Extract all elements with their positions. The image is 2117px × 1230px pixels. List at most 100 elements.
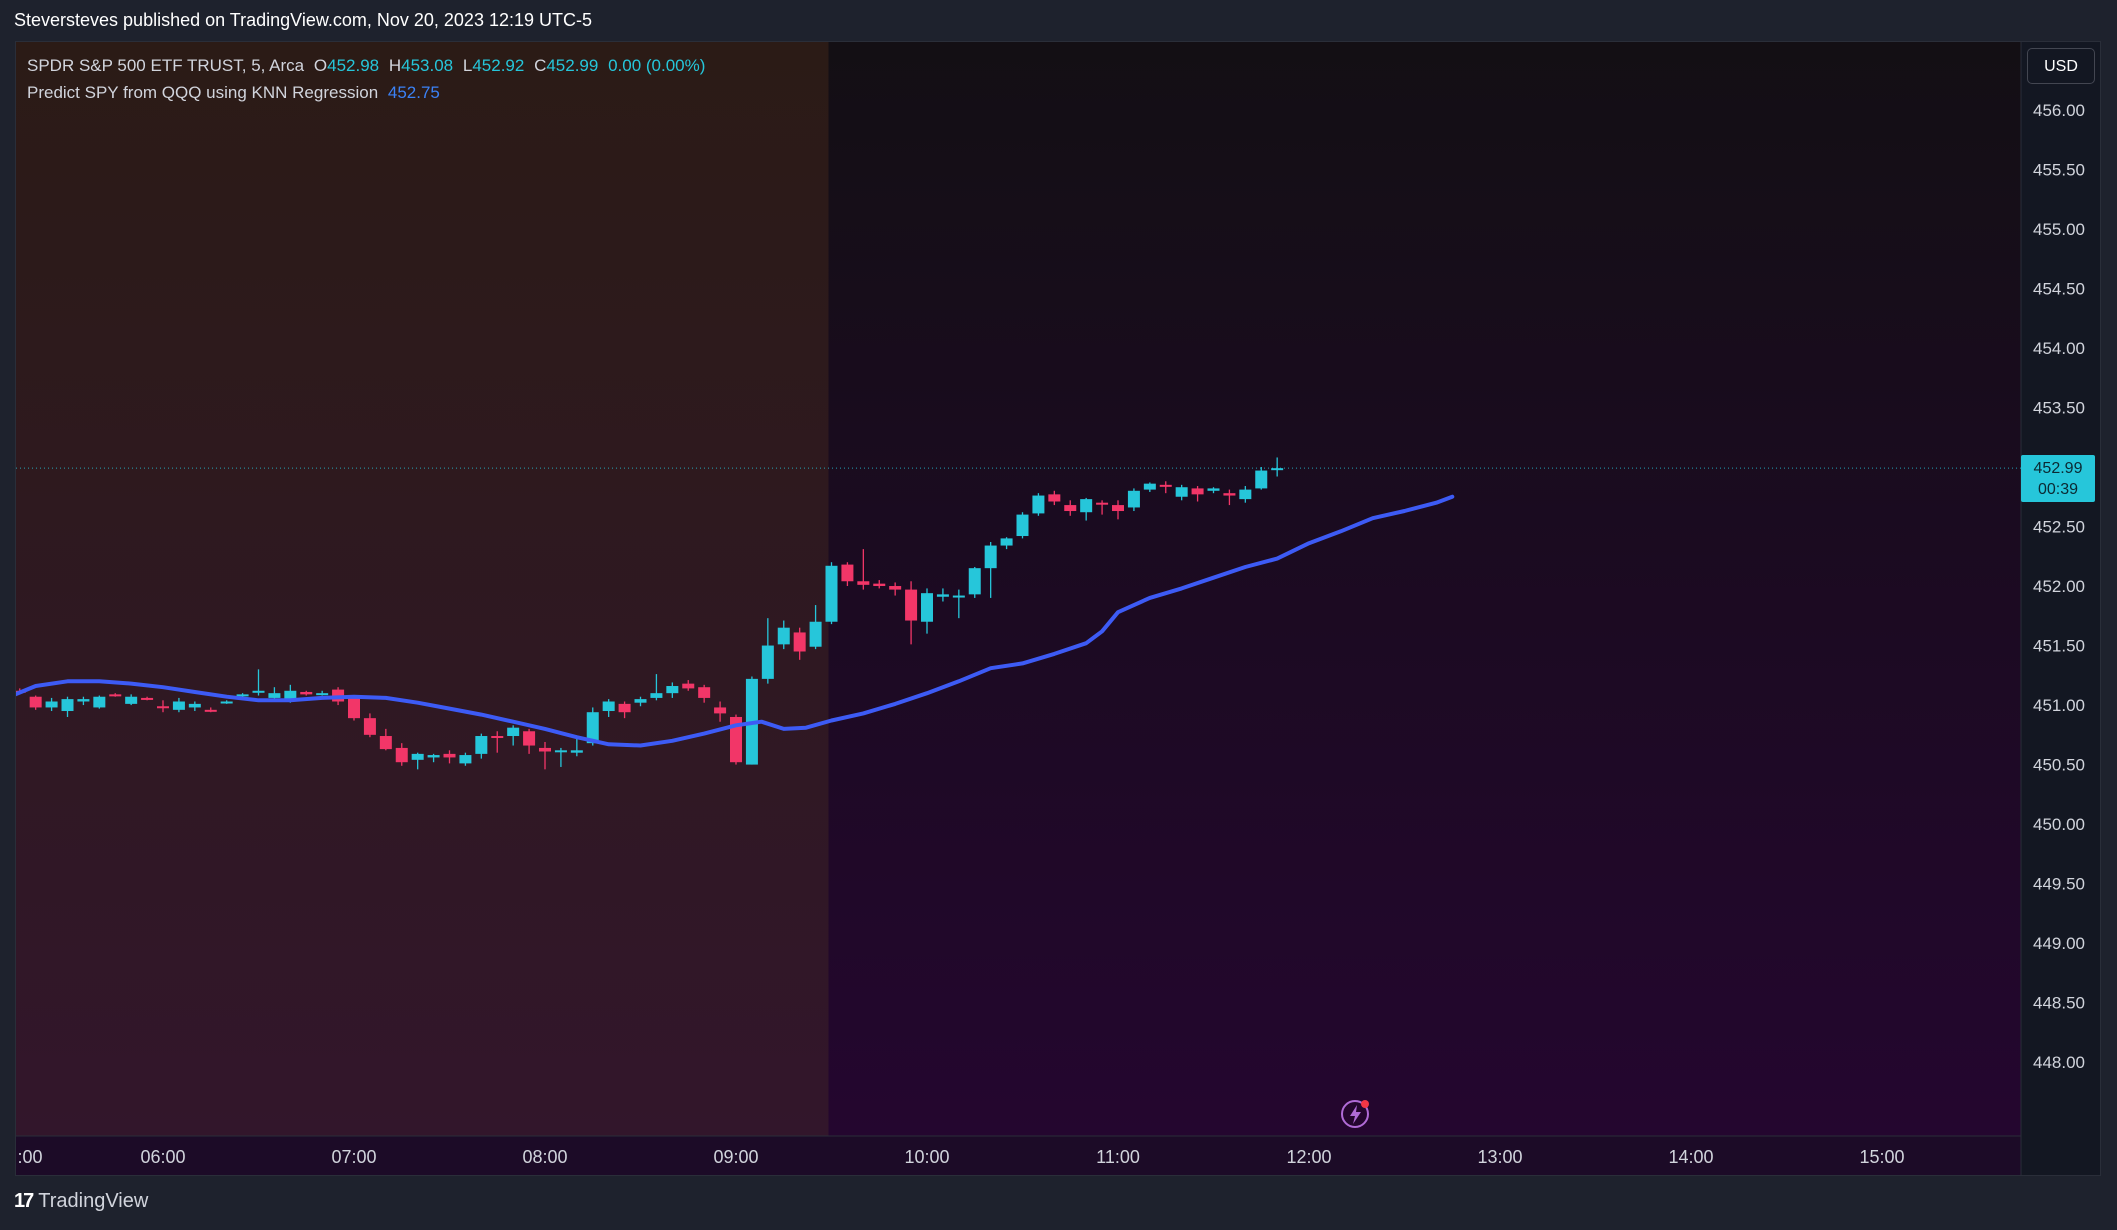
y-tick-label: 450.00	[2033, 815, 2085, 834]
y-tick-label: 448.50	[2033, 994, 2085, 1013]
candle-body	[236, 694, 249, 697]
chart-area[interactable]: 456.00 455.50 455.00 454.50 454.00 453.50 452.…	[15, 41, 2101, 1176]
candle-body	[157, 706, 169, 709]
candle-body	[1143, 483, 1156, 490]
candle-body	[1112, 505, 1124, 512]
candle-body	[507, 727, 520, 737]
candle-body	[1032, 495, 1045, 514]
y-tick-label: 453.50	[2033, 398, 2085, 417]
candle-body	[666, 686, 679, 694]
chart-legend: SPDR S&P 500 ETF TRUST, 5, Arca O452.98 …	[27, 52, 710, 106]
candle-body	[730, 716, 742, 763]
candle-body	[905, 589, 918, 621]
candle-body	[1159, 484, 1172, 487]
candle-body	[427, 755, 440, 758]
close-value: 452.99	[546, 56, 599, 75]
low-value: 452.92	[472, 56, 525, 75]
candle-body	[936, 594, 949, 597]
candle-body	[921, 593, 933, 622]
published-header: Steversteves published on TradingView.co…	[14, 10, 592, 30]
candle-body	[45, 701, 58, 708]
x-tick-label: 12:00	[1286, 1147, 1331, 1167]
candle-body	[284, 690, 297, 701]
candle-body	[1127, 490, 1140, 508]
last-price-value: 452.99	[2033, 460, 2083, 477]
last-price-tag: 452.99 00:39	[2021, 455, 2095, 502]
candle-body	[952, 595, 965, 598]
y-tick-label: 452.00	[2033, 577, 2085, 596]
candle-body	[363, 718, 376, 735]
x-tick-label: 06:00	[140, 1147, 185, 1167]
candle-body	[586, 712, 599, 744]
y-tick-label: 452.50	[2033, 518, 2085, 537]
candle-body	[1255, 470, 1268, 489]
x-tick-label: 14:00	[1668, 1147, 1713, 1167]
candle-body	[793, 632, 806, 652]
high-label: H	[388, 56, 402, 75]
price-chart[interactable]: 456.00 455.50 455.00 454.50 454.00 453.50 452.…	[16, 42, 2101, 1176]
x-tick-label: 09:00	[713, 1147, 758, 1167]
session-background	[828, 42, 2021, 1136]
y-tick-label: 451.50	[2033, 637, 2085, 656]
candle-body	[125, 696, 138, 704]
candle-body	[570, 750, 583, 753]
y-tick-label: 456.00	[2033, 101, 2085, 120]
x-tick-label: 07:00	[331, 1147, 376, 1167]
candle-body	[141, 697, 154, 700]
candle-body	[634, 699, 647, 703]
y-tick-label: 449.50	[2033, 875, 2085, 894]
candle-body	[1271, 468, 1284, 471]
y-tick-label: 455.50	[2033, 160, 2085, 179]
change-value: 0.00 (0.00%)	[608, 56, 706, 75]
candle-body	[698, 687, 711, 698]
y-tick-label: 454.00	[2033, 339, 2085, 358]
candle-body	[682, 683, 695, 689]
candle-body	[714, 707, 727, 714]
candle-body	[1223, 493, 1236, 496]
x-tick-label: 15:00	[1859, 1147, 1904, 1167]
premarket-background	[16, 42, 829, 1136]
indicator-legend-row[interactable]: Predict SPY from QQQ using KNN Regressio…	[27, 79, 710, 106]
candle-body	[889, 586, 902, 590]
candle-body	[825, 565, 838, 622]
lightning-icon[interactable]	[1340, 1098, 1372, 1130]
x-tick-label: 11:00	[1096, 1147, 1140, 1167]
candle-body	[650, 693, 663, 698]
candle-body	[61, 699, 74, 712]
candle-body	[1064, 505, 1077, 512]
high-value: 453.08	[401, 56, 454, 75]
candle-body	[554, 750, 567, 753]
candle-body	[268, 693, 281, 698]
candle-body	[602, 701, 615, 712]
candle-body	[348, 697, 360, 719]
candle-body	[1207, 488, 1220, 491]
y-tick-label: 451.00	[2033, 696, 2085, 715]
candle-body	[1080, 499, 1093, 513]
symbol-description[interactable]: SPDR S&P 500 ETF TRUST, 5, Arca	[27, 56, 305, 75]
indicator-name[interactable]: Predict SPY from QQQ using KNN Regressio…	[27, 83, 379, 102]
candle-body	[93, 696, 106, 708]
currency-button[interactable]: USD	[2027, 48, 2095, 84]
open-value: 452.98	[327, 56, 380, 75]
brand-name: TradingView	[38, 1190, 149, 1212]
candle-body	[300, 691, 313, 695]
y-tick-label: 454.50	[2033, 279, 2085, 298]
ohlc-legend-row[interactable]: SPDR S&P 500 ETF TRUST, 5, Arca O452.98 …	[27, 52, 710, 79]
close-label: C	[534, 56, 547, 75]
candle-body	[77, 699, 90, 702]
footer-brand[interactable]: 17 TradingView	[14, 1190, 148, 1213]
candle-body	[1175, 487, 1188, 497]
candle-body	[809, 621, 822, 647]
candle-body	[443, 753, 456, 758]
x-tick-label: 10:00	[904, 1147, 949, 1167]
candle-body	[777, 627, 790, 645]
indicator-value: 452.75	[387, 83, 440, 102]
knn-indicator-line	[16, 494, 1455, 748]
candle-body	[1191, 488, 1204, 495]
candle-body	[857, 581, 870, 585]
candle-body	[395, 747, 408, 763]
x-tick-label: 13:00	[1477, 1147, 1522, 1167]
tradingview-logo-icon: 17	[14, 1190, 34, 1212]
candle-body	[491, 736, 504, 739]
candle-body	[1000, 538, 1013, 546]
